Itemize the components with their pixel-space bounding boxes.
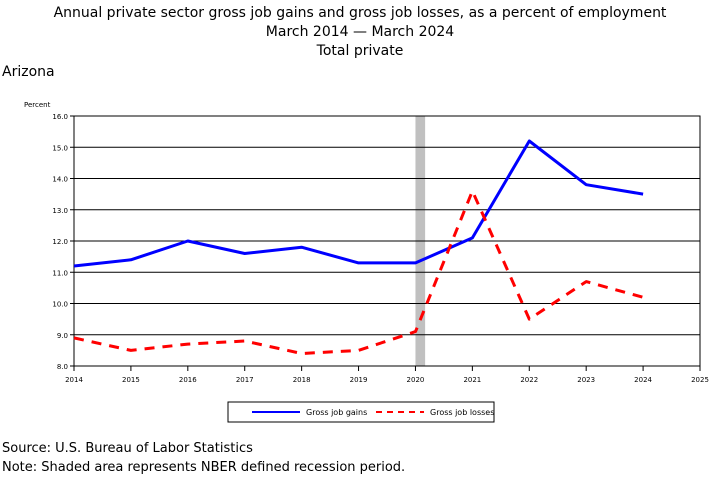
x-tick-label: 2015 [122, 376, 140, 384]
chart-title-line-3: Total private [316, 43, 404, 59]
x-tick-label: 2025 [691, 376, 709, 384]
y-tick-label: 11.0 [52, 269, 68, 277]
y-tick-label: 10.0 [52, 301, 68, 309]
series-line-losses [73, 189, 644, 355]
chart-title-line-2: March 2014 — March 2024 [265, 24, 455, 40]
x-tick-label: 2024 [634, 376, 652, 384]
x-tick-label: 2021 [463, 376, 481, 384]
y-tick-label: 13.0 [52, 207, 68, 215]
source-note: Source: U.S. Bureau of Labor Statistics [2, 441, 253, 456]
y-tick-label: 15.0 [52, 144, 68, 152]
series-line-gains [73, 139, 644, 268]
legend-label-gains: Gross job gains [306, 408, 367, 417]
x-tick-label: 2014 [65, 376, 83, 384]
x-tick-label: 2020 [407, 376, 425, 384]
x-tick-label: 2019 [350, 376, 368, 384]
y-tick-label: 8.0 [57, 363, 68, 371]
chart-title-line-1: Annual private sector gross job gains an… [53, 5, 667, 21]
y-tick-label: 12.0 [52, 238, 68, 246]
chart-title: Annual private sector gross job gains an… [0, 4, 720, 61]
x-tick-label: 2022 [520, 376, 538, 384]
x-tick-label: 2018 [293, 376, 311, 384]
y-tick-label: 16.0 [52, 113, 68, 121]
x-tick-label: 2023 [577, 376, 595, 384]
plot-frame [73, 115, 701, 367]
legend-label-losses: Gross job losses [430, 408, 494, 417]
y-axis-label: Percent [24, 101, 51, 109]
recession-note: Note: Shaded area represents NBER define… [2, 460, 406, 475]
x-tick-label: 2017 [236, 376, 254, 384]
x-tick-label: 2016 [179, 376, 197, 384]
y-tick-label: 14.0 [52, 176, 68, 184]
y-tick-label: 9.0 [57, 332, 68, 340]
legend-box [227, 401, 495, 423]
region-label: Arizona [2, 64, 55, 80]
